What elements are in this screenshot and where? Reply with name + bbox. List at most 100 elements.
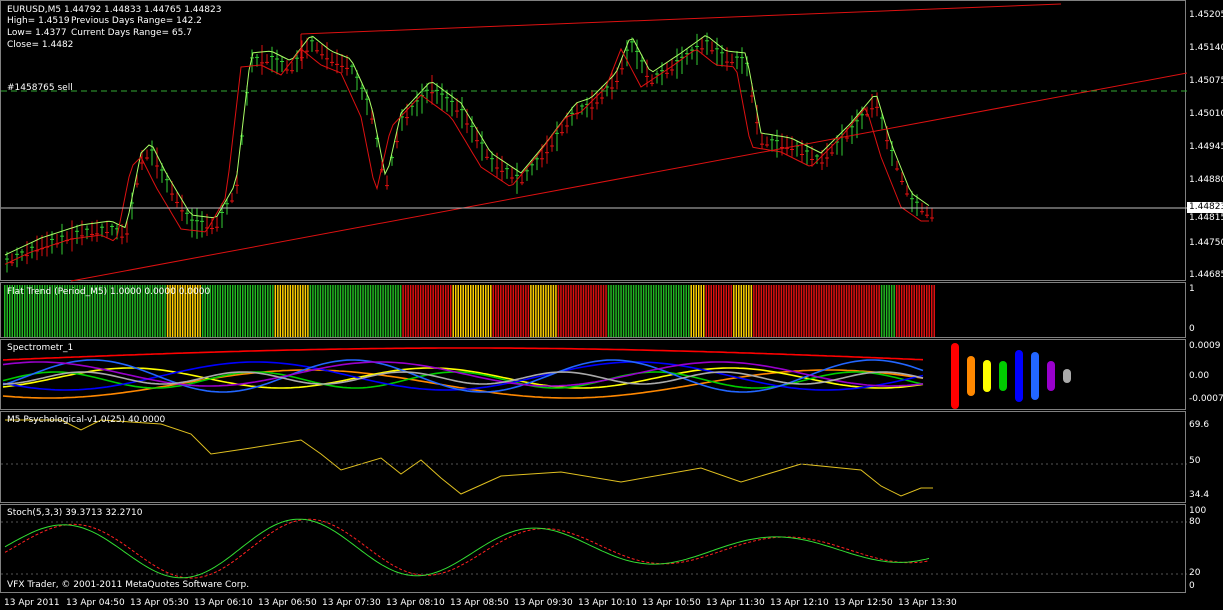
- flat-trend-bar: [86, 285, 89, 337]
- flat-trend-bar: [51, 285, 54, 337]
- flat-trend-bar: [54, 285, 56, 337]
- flat-trend-bar: [803, 285, 805, 337]
- flat-trend-bar: [354, 285, 357, 337]
- flat-trend-bar: [279, 285, 282, 337]
- flat-trend-bar: [545, 285, 547, 337]
- flat-trend-bar: [447, 285, 449, 337]
- order-label[interactable]: #1458765 sell: [7, 83, 73, 93]
- flat-trend-bar: [314, 285, 317, 337]
- flat-trend-bar: [868, 285, 870, 337]
- price-chart-pane[interactable]: EURUSD,M5 1.44792 1.44833 1.44765 1.4482…: [0, 0, 1187, 282]
- psychological-title: M5 Psychological-v1.0(25) 40.0000: [7, 415, 166, 425]
- flat-trend-bar: [865, 285, 868, 337]
- flat-trend-bar: [783, 285, 785, 337]
- flat-trend-bar: [475, 285, 477, 337]
- flat-trend-bar: [161, 285, 164, 337]
- flat-trend-bar: [136, 285, 139, 337]
- flat-trend-bar: [81, 285, 84, 337]
- flat-trend-bar: [853, 285, 855, 337]
- flat-trend-bar: [196, 285, 199, 337]
- flat-trend-bar: [910, 285, 913, 337]
- flat-trend-bar: [359, 285, 362, 337]
- flat-trend-bar: [870, 285, 873, 337]
- flat-trend-bar: [490, 285, 492, 337]
- flat-trend-bar: [74, 285, 76, 337]
- flat-trend-bar: [680, 285, 682, 337]
- flat-trend-bar: [404, 285, 407, 337]
- flat-trend-bar: [382, 285, 384, 337]
- flat-trend-bar: [39, 285, 41, 337]
- flat-trend-bar: [482, 285, 485, 337]
- flat-trend-bar: [257, 285, 259, 337]
- flat-trend-bar: [319, 285, 322, 337]
- flat-trend-bar: [715, 285, 718, 337]
- flat-trend-bar: [697, 285, 700, 337]
- flat-trend-bar: [139, 285, 141, 337]
- flat-trend-bar: [377, 285, 379, 337]
- flat-trend-bar: [825, 285, 828, 337]
- flat-trend-bar: [687, 285, 690, 337]
- flat-trend-bar: [111, 285, 114, 337]
- flat-trend-bar: [317, 285, 319, 337]
- flat-trend-bar: [925, 285, 928, 337]
- flat-trend-bar: [384, 285, 387, 337]
- flat-trend-title: Flat Trend (Period_M5) 1.0000 0.0000 0.0…: [7, 287, 211, 297]
- flat-trend-bar: [928, 285, 930, 337]
- flat-trend-bar: [525, 285, 527, 337]
- spectrometr-wave: [2, 371, 924, 389]
- flat-trend-bar: [622, 285, 625, 337]
- flat-trend-bar: [191, 285, 194, 337]
- stoch-pane[interactable]: Stoch(5,3,3) 39.3713 32.2710 VFX Trader,…: [0, 504, 1187, 593]
- flat-trend-bar: [282, 285, 284, 337]
- flat-trend-bar: [267, 285, 269, 337]
- flat-trend-bar: [334, 285, 337, 337]
- flat-trend-bar: [690, 285, 692, 337]
- flat-trend-bar: [743, 285, 745, 337]
- spectrometr-pane[interactable]: Spectrometr_1: [0, 339, 1186, 410]
- flat-trend-bar: [713, 285, 715, 337]
- flat-trend-bar: [908, 285, 910, 337]
- flat-trend-bar: [339, 285, 342, 337]
- flat-trend-bar: [615, 285, 617, 337]
- flat-trend-bar: [362, 285, 364, 337]
- flat-trend-bar: [790, 285, 793, 337]
- flat-trend-bar: [620, 285, 622, 337]
- flat-trend-bar: [855, 285, 858, 337]
- flat-trend-bar: [550, 285, 552, 337]
- flat-trend-bar: [219, 285, 221, 337]
- flat-trend-bar: [798, 285, 800, 337]
- flat-trend-bar: [114, 285, 116, 337]
- flat-trend-bar: [444, 285, 447, 337]
- stoch-title: Stoch(5,3,3) 39.3713 32.2710: [7, 508, 143, 518]
- flat-trend-bar: [800, 285, 803, 337]
- flat-trend-bar: [151, 285, 154, 337]
- flat-trend-bar: [530, 285, 532, 337]
- low-label: Low= 1.4377: [7, 28, 67, 38]
- flat-trend-bar: [397, 285, 399, 337]
- flat-trend-bar: [647, 285, 650, 337]
- flat-trend-bar: [277, 285, 279, 337]
- flat-trend-bar: [813, 285, 815, 337]
- flat-trend-bar: [179, 285, 181, 337]
- flat-trend-bar: [289, 285, 292, 337]
- flat-trend-bar: [432, 285, 434, 337]
- flat-trend-pane[interactable]: Flat Trend (Period_M5) 1.0000 0.0000 0.0…: [0, 282, 1186, 338]
- stoch-signal-line: [4, 518, 930, 579]
- flat-trend-bar: [843, 285, 845, 337]
- flat-trend-bar: [552, 285, 555, 337]
- flat-trend-bar: [512, 285, 515, 337]
- spectrometr-bar: [1015, 350, 1023, 402]
- flat-trend-bar: [830, 285, 833, 337]
- psychological-pane[interactable]: M5 Psychological-v1.0(25) 40.0000: [0, 411, 1187, 503]
- flat-trend-bar: [675, 285, 677, 337]
- spectrometr-bar: [983, 360, 991, 392]
- flat-trend-bar: [26, 285, 29, 337]
- flat-trend-bar: [625, 285, 627, 337]
- flat-trend-bar: [682, 285, 685, 337]
- flat-trend-bar: [878, 285, 880, 337]
- flat-trend-bar: [860, 285, 863, 337]
- flat-trend-bar: [735, 285, 738, 337]
- flat-trend-bar: [181, 285, 184, 337]
- psychological-line: [5, 419, 933, 497]
- flat-trend-bar: [755, 285, 758, 337]
